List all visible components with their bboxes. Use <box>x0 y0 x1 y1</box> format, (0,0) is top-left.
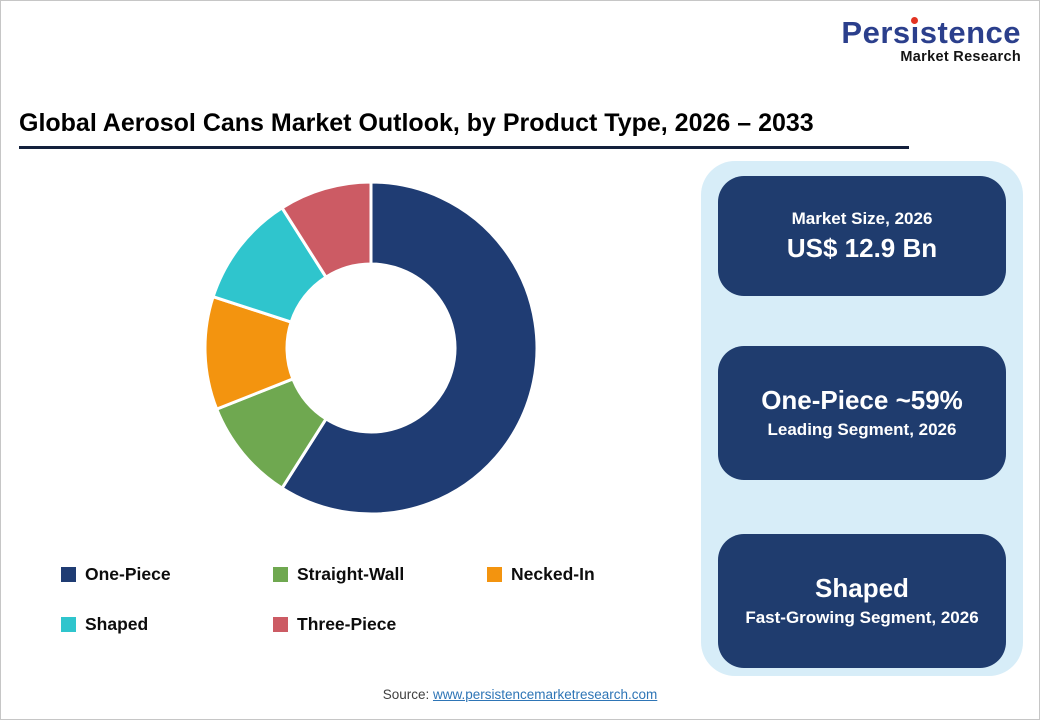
legend-swatch-icon <box>273 616 288 632</box>
leading-segment-label: Leading Segment, 2026 <box>767 420 957 440</box>
legend-swatch-icon <box>61 616 76 632</box>
market-size-card: Market Size, 2026 US$ 12.9 Bn <box>718 176 1006 296</box>
logo-subtitle: Market Research <box>900 48 1021 65</box>
market-size-value: US$ 12.9 Bn <box>786 232 938 263</box>
page-title: Global Aerosol Cans Market Outlook, by P… <box>19 109 814 137</box>
leading-segment-card: One-Piece ~59% Leading Segment, 2026 <box>718 346 1006 480</box>
donut-slice-three-piece <box>280 180 373 279</box>
donut-slice-one-piece <box>280 180 539 516</box>
legend-item-straight-wall: Straight-Wall <box>273 563 487 585</box>
company-logo: Persıstence Market Research <box>841 17 1021 64</box>
logo-red-dot-icon: ı <box>910 15 920 50</box>
legend-swatch-icon <box>487 566 502 582</box>
source-line: Source: www.persistencemarketresearch.co… <box>1 687 1039 702</box>
legend-item-shaped: Shaped <box>61 613 273 635</box>
legend-swatch-icon <box>61 566 76 582</box>
leading-segment-value: One-Piece ~59% <box>761 385 963 416</box>
title-underline <box>19 146 909 149</box>
fast-growing-segment-value: Shaped <box>815 573 909 604</box>
donut-chart <box>203 180 539 516</box>
chart-legend: One-Piece Straight-Wall Necked-In Shaped Thr… <box>61 563 595 635</box>
legend-label: Shaped <box>85 613 149 634</box>
logo-wordmark: Persıstence <box>841 15 1021 50</box>
legend-swatch-icon <box>273 566 288 582</box>
legend-item-three-piece: Three-Piece <box>273 613 487 635</box>
legend-item-one-piece: One-Piece <box>61 563 273 585</box>
market-size-label: Market Size, 2026 <box>791 209 933 229</box>
legend-label: One-Piece <box>85 563 171 584</box>
source-label: Source: <box>382 687 433 702</box>
legend-label: Straight-Wall <box>297 563 405 584</box>
legend-label: Three-Piece <box>297 613 397 634</box>
info-panel: Market Size, 2026 US$ 12.9 Bn One-Piece … <box>701 161 1023 676</box>
fast-growing-segment-card: Shaped Fast-Growing Segment, 2026 <box>718 534 1006 668</box>
legend-label: Necked-In <box>511 563 595 584</box>
fast-growing-segment-label: Fast-Growing Segment, 2026 <box>745 608 979 628</box>
source-link[interactable]: www.persistencemarketresearch.com <box>432 687 658 702</box>
legend-item-necked-in: Necked-In <box>487 563 595 585</box>
